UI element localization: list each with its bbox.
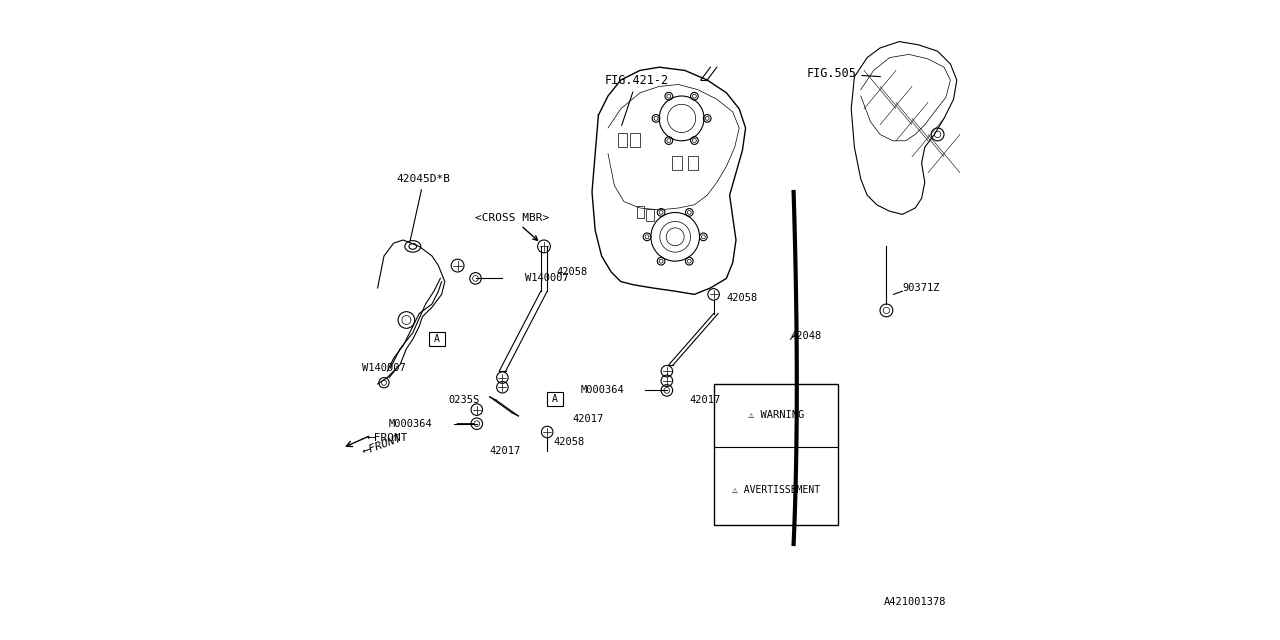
Text: ⚠ WARNING: ⚠ WARNING bbox=[748, 410, 804, 420]
Bar bbox=[637, 206, 645, 218]
Text: A421001378: A421001378 bbox=[884, 596, 946, 607]
Text: 0235S: 0235S bbox=[448, 395, 479, 405]
Text: ⚠ AVERTISSEMENT: ⚠ AVERTISSEMENT bbox=[732, 484, 820, 495]
Text: 42048: 42048 bbox=[791, 331, 822, 341]
Text: FIG.421-2: FIG.421-2 bbox=[604, 74, 669, 125]
Bar bbox=[714, 384, 838, 525]
Text: 42017: 42017 bbox=[490, 446, 521, 456]
Text: ⟵FRONT: ⟵FRONT bbox=[369, 433, 408, 444]
Text: 42058: 42058 bbox=[727, 292, 758, 303]
Text: W140007: W140007 bbox=[362, 363, 406, 373]
Bar bbox=[672, 156, 682, 170]
Bar bbox=[689, 156, 698, 170]
Text: <CROSS MBR>: <CROSS MBR> bbox=[475, 212, 549, 241]
Text: 90371Z: 90371Z bbox=[902, 283, 940, 293]
Text: FIG.505: FIG.505 bbox=[806, 67, 881, 80]
Text: 42017: 42017 bbox=[573, 414, 604, 424]
Text: ⟵FRONT: ⟵FRONT bbox=[362, 433, 403, 456]
Text: M000364: M000364 bbox=[388, 419, 433, 429]
Bar bbox=[646, 209, 654, 221]
Text: 42045D*B: 42045D*B bbox=[397, 174, 451, 241]
Text: M000364: M000364 bbox=[580, 385, 625, 396]
Bar bbox=[618, 133, 627, 147]
Bar bbox=[630, 133, 640, 147]
Text: A: A bbox=[434, 333, 440, 344]
Text: 42017: 42017 bbox=[690, 395, 721, 405]
Text: 42058: 42058 bbox=[557, 267, 588, 277]
Text: 42058: 42058 bbox=[554, 436, 585, 447]
Text: W140007: W140007 bbox=[525, 273, 568, 284]
Text: A: A bbox=[552, 394, 558, 404]
